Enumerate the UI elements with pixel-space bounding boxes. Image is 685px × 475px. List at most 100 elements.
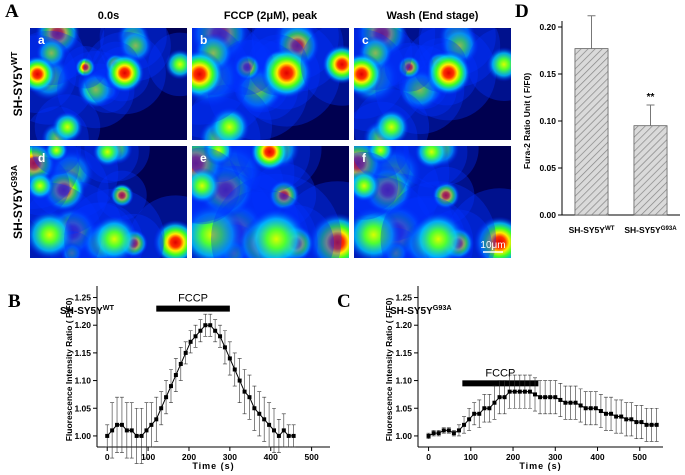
image-label: b [200,33,207,47]
data-point [477,411,482,416]
data-point [487,406,492,411]
cell-glow [30,35,77,114]
x-tick-label: 200 [182,452,196,462]
micrograph: e [192,146,349,258]
data-point [649,422,654,427]
data-point [603,411,608,416]
data-point [522,389,527,394]
y-tick-label: 0.20 [539,22,556,32]
cell [203,146,234,166]
y-tick-label: 1.15 [74,348,91,358]
data-point [634,420,639,425]
data-point [456,428,461,433]
cell [209,106,250,140]
x-tick-label: 300 [223,452,237,462]
data-point [548,395,553,400]
x-tick-label: 100 [464,452,478,462]
x-tick-label: 200 [506,452,520,462]
y-tick-label: 1.00 [395,431,412,441]
cell [110,183,134,208]
data-point [553,395,558,400]
cell [473,216,511,258]
data-point [115,422,120,427]
error-bar [646,104,655,126]
data-point [242,389,247,394]
data-point [164,395,169,400]
cell [268,180,300,211]
data-point [110,428,115,433]
data-point [426,433,431,438]
superscript: G93A [9,165,19,188]
chart-title: SH-SY5YWT [60,303,115,318]
data-point [543,395,548,400]
data-point [573,400,578,405]
image-label: f [362,151,367,165]
image-label: a [38,33,45,47]
data-point [213,328,218,333]
data-point [247,395,252,400]
y-tick-label: 1.05 [74,403,91,413]
data-point [588,406,593,411]
stimulus-label: FCCP [178,293,208,305]
cell [105,53,145,93]
superscript: G93A [661,225,678,232]
micrograph: a [30,28,187,140]
data-point [533,392,538,397]
column-heading: FCCP (2μM), peak [224,10,318,22]
data-point [139,433,144,438]
y-tick-label: 0.15 [539,69,556,79]
y-axis-label: Fluorescence Intensity Ratio ( F/F0) [64,298,74,442]
panel-label: B [8,291,21,312]
bar-tint [633,125,668,215]
bar [633,125,668,216]
y-tick-label: 1.10 [395,376,412,386]
data-point [144,428,149,433]
data-point [558,397,563,402]
cell [414,146,449,169]
y-axis-label: Fluorescence Intensity Ratio ( F/F0) [384,298,394,442]
cell [30,210,75,258]
text-main: SH-SY5Y [60,306,103,317]
cell [192,202,244,258]
panel-label: A [5,1,19,22]
cell [373,109,410,140]
data-point [431,431,436,436]
cell [77,71,115,109]
cell [192,50,224,99]
cell [410,211,466,258]
data-point [614,414,619,419]
stimulus-label: FCCP [485,367,515,379]
x-tick-label: 500 [305,452,319,462]
data-point [598,409,603,414]
cell [90,215,139,258]
data-point [267,422,272,427]
superscript: WT [103,303,115,312]
x-tick-label: 400 [264,452,278,462]
data-point [446,428,451,433]
data-point [203,323,208,328]
cell [486,46,511,82]
superscript: G93A [433,303,452,312]
error-bar [587,15,596,49]
data-point [619,414,624,419]
column-heading: 0.0s [98,10,119,22]
superscript: WT [605,225,615,232]
y-tick-label: 1.25 [74,293,91,303]
data-point [492,400,497,405]
data-point [441,428,446,433]
data-point [105,433,110,438]
data-point [208,323,213,328]
x-axis-label: Time (s) [519,461,561,471]
data-point [271,428,276,433]
data-point [512,389,517,394]
cell [308,213,349,258]
text-main: SH-SY5Y [11,188,25,239]
stimulus-bar [156,305,230,312]
data-point [218,334,223,339]
panel-label: D [515,1,529,22]
data-point [232,367,237,372]
data-point [482,406,487,411]
bar [574,48,609,216]
y-tick-label: 1.05 [395,403,412,413]
